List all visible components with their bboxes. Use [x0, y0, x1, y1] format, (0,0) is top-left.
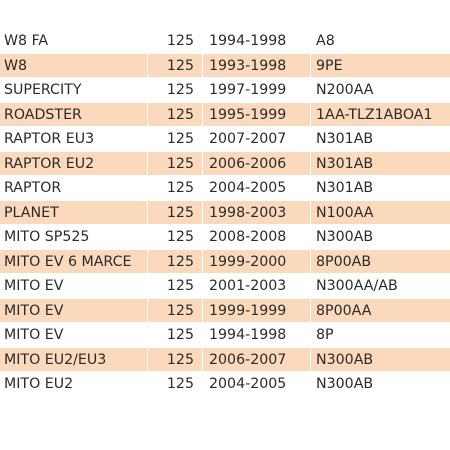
table-row: MITO EV 6 MARCE 125 1999-2000 8P00AB: [0, 249, 450, 274]
code-cell: N100AA: [316, 204, 374, 221]
model-cell: MITO EV 6 MARCE: [0, 249, 148, 273]
code-cell: N300AA/AB: [316, 278, 398, 294]
years-cell: 1993-1998: [203, 53, 311, 77]
table-row: MITO EU2/EU3 125 2006-2007 N300AB: [0, 347, 450, 372]
code-cell: N300AB: [316, 229, 374, 245]
code-cell: N301AB: [316, 131, 374, 147]
model-cell: RAPTOR EU3: [0, 127, 148, 151]
years-cell: 1994-1998: [203, 29, 311, 53]
model-cell: ROADSTER: [0, 102, 148, 126]
code-cell: 1AA-TLZ1ABOA1: [316, 106, 433, 123]
table-row: RAPTOR 125 2004-2005 N301AB: [0, 176, 450, 201]
code-cell: 9PE: [316, 57, 343, 74]
displacement-cell: 125: [148, 78, 203, 102]
displacement-cell: 125: [148, 176, 203, 200]
model-cell: W8 FA: [0, 29, 148, 53]
displacement-cell: 125: [148, 323, 203, 347]
model-cell: MITO EV: [0, 298, 148, 322]
table-row: MITO EV 125 1999-1999 8P00AA: [0, 298, 450, 323]
code-cell: 8P00AA: [316, 302, 372, 319]
table-row: W8 FA 125 1994-1998 A8: [0, 29, 450, 54]
displacement-cell: 125: [148, 249, 203, 273]
years-cell: 2004-2005: [203, 176, 311, 200]
code-cell: A8: [316, 33, 335, 49]
model-cell: MITO EV: [0, 323, 148, 347]
displacement-cell: 125: [148, 372, 203, 396]
displacement-cell: 125: [148, 53, 203, 77]
table-row: SUPERCITY 125 1997-1999 N200AA: [0, 78, 450, 103]
displacement-cell: 125: [148, 225, 203, 249]
years-cell: 2007-2007: [203, 127, 311, 151]
model-cell: PLANET: [0, 200, 148, 224]
code-cell: 8P00AB: [316, 253, 372, 270]
code-cell: 8P: [316, 327, 334, 343]
years-cell: 1994-1998: [203, 323, 311, 347]
years-cell: 1999-2000: [203, 249, 311, 273]
compatibility-table: W8 FA 125 1994-1998 A8 W8 125 1993-1998 9PE SUPE…: [0, 29, 450, 397]
years-cell: 2008-2008: [203, 225, 311, 249]
table-row: RAPTOR EU3 125 2007-2007 N301AB: [0, 127, 450, 152]
model-cell: SUPERCITY: [0, 78, 148, 102]
model-cell: MITO EV: [0, 274, 148, 298]
table-row: MITO EV 125 1994-1998 8P: [0, 323, 450, 348]
table-row: PLANET 125 1998-2003 N100AA: [0, 200, 450, 225]
code-cell: N301AB: [316, 155, 374, 172]
model-cell: W8: [0, 53, 148, 77]
displacement-cell: 125: [148, 347, 203, 371]
table-row: ROADSTER 125 1995-1999 1AA-TLZ1ABOA1: [0, 102, 450, 127]
table-row: MITO SP525 125 2008-2008 N300AB: [0, 225, 450, 250]
code-cell: N200AA: [316, 82, 374, 98]
model-cell: MITO SP525: [0, 225, 148, 249]
displacement-cell: 125: [148, 200, 203, 224]
years-cell: 2006-2007: [203, 347, 311, 371]
displacement-cell: 125: [148, 102, 203, 126]
model-cell: RAPTOR EU2: [0, 151, 148, 175]
model-cell: MITO EU2: [0, 372, 148, 396]
table-row: W8 125 1993-1998 9PE: [0, 53, 450, 78]
code-cell: N300AB: [316, 376, 374, 392]
code-cell: N301AB: [316, 180, 374, 196]
displacement-cell: 125: [148, 127, 203, 151]
years-cell: 1998-2003: [203, 200, 311, 224]
years-cell: 2004-2005: [203, 372, 311, 396]
years-cell: 2006-2006: [203, 151, 311, 175]
displacement-cell: 125: [148, 298, 203, 322]
displacement-cell: 125: [148, 29, 203, 53]
table-row: MITO EV 125 2001-2003 N300AA/AB: [0, 274, 450, 299]
table-row: RAPTOR EU2 125 2006-2006 N301AB: [0, 151, 450, 176]
model-cell: RAPTOR: [0, 176, 148, 200]
years-cell: 1997-1999: [203, 78, 311, 102]
years-cell: 1995-1999: [203, 102, 311, 126]
code-cell: N300AB: [316, 351, 374, 368]
displacement-cell: 125: [148, 274, 203, 298]
years-cell: 1999-1999: [203, 298, 311, 322]
model-cell: MITO EU2/EU3: [0, 347, 148, 371]
table-row: MITO EU2 125 2004-2005 N300AB: [0, 372, 450, 397]
years-cell: 2001-2003: [203, 274, 311, 298]
displacement-cell: 125: [148, 151, 203, 175]
